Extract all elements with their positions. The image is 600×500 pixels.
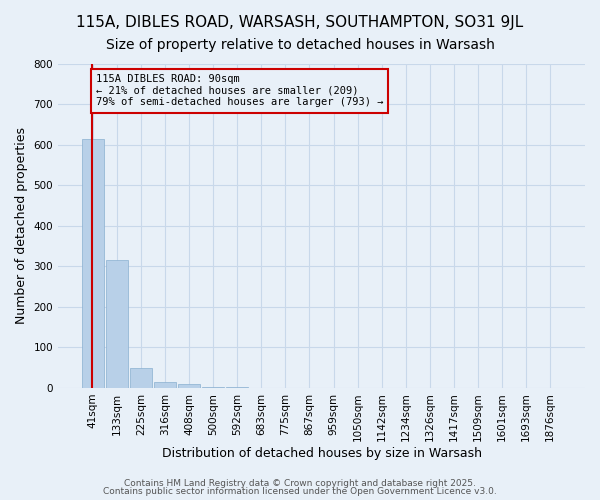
Text: 115A DIBLES ROAD: 90sqm
← 21% of detached houses are smaller (209)
79% of semi-d: 115A DIBLES ROAD: 90sqm ← 21% of detache…: [96, 74, 383, 108]
Text: Size of property relative to detached houses in Warsash: Size of property relative to detached ho…: [106, 38, 494, 52]
Y-axis label: Number of detached properties: Number of detached properties: [15, 128, 28, 324]
Bar: [130, 368, 152, 388]
X-axis label: Distribution of detached houses by size in Warsash: Distribution of detached houses by size …: [161, 447, 482, 460]
Text: Contains HM Land Registry data © Crown copyright and database right 2025.: Contains HM Land Registry data © Crown c…: [124, 478, 476, 488]
Bar: [178, 384, 200, 388]
Bar: [202, 387, 224, 388]
Text: Contains public sector information licensed under the Open Government Licence v3: Contains public sector information licen…: [103, 487, 497, 496]
Text: 115A, DIBLES ROAD, WARSASH, SOUTHAMPTON, SO31 9JL: 115A, DIBLES ROAD, WARSASH, SOUTHAMPTON,…: [76, 15, 524, 30]
Bar: [106, 260, 128, 388]
Bar: [154, 382, 176, 388]
Bar: [82, 139, 104, 388]
